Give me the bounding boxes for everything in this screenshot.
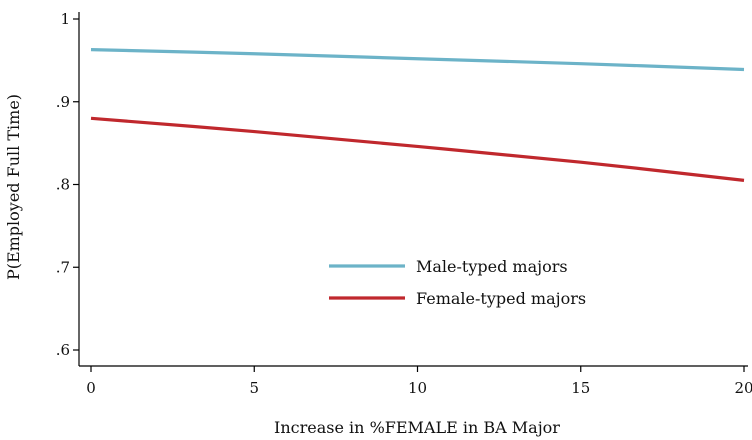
y-tick-label: .6 — [56, 341, 70, 359]
x-tick-label: 20 — [734, 379, 752, 397]
y-axis-title: P(Employed Full Time) — [4, 94, 23, 280]
x-axis-title: Increase in %FEMALE in BA Major — [274, 418, 560, 437]
y-tick-label: .7 — [56, 258, 70, 276]
legend-label: Female-typed majors — [416, 289, 586, 308]
x-tick-label: 5 — [249, 379, 259, 397]
x-tick-label: 0 — [86, 379, 96, 397]
y-tick-label: .9 — [56, 93, 70, 111]
y-axis-ticks: .6 .7 .8 .9 1 — [56, 10, 79, 359]
x-axis-ticks: 0 5 10 15 20 — [86, 366, 752, 397]
plot-area: .6 .7 .8 .9 1 0 5 10 15 20 — [56, 10, 752, 397]
legend-label: Male-typed majors — [416, 257, 568, 276]
x-tick-label: 10 — [408, 379, 427, 397]
legend: Male-typed majors Female-typed majors — [329, 257, 586, 308]
series-line-male-typed-majors — [90, 48, 745, 72]
series-lines — [90, 48, 745, 182]
x-tick-label: 15 — [571, 379, 590, 397]
y-tick-label: .8 — [56, 176, 70, 194]
series-line-female-typed-majors — [90, 116, 745, 182]
y-tick-label: 1 — [60, 10, 70, 28]
